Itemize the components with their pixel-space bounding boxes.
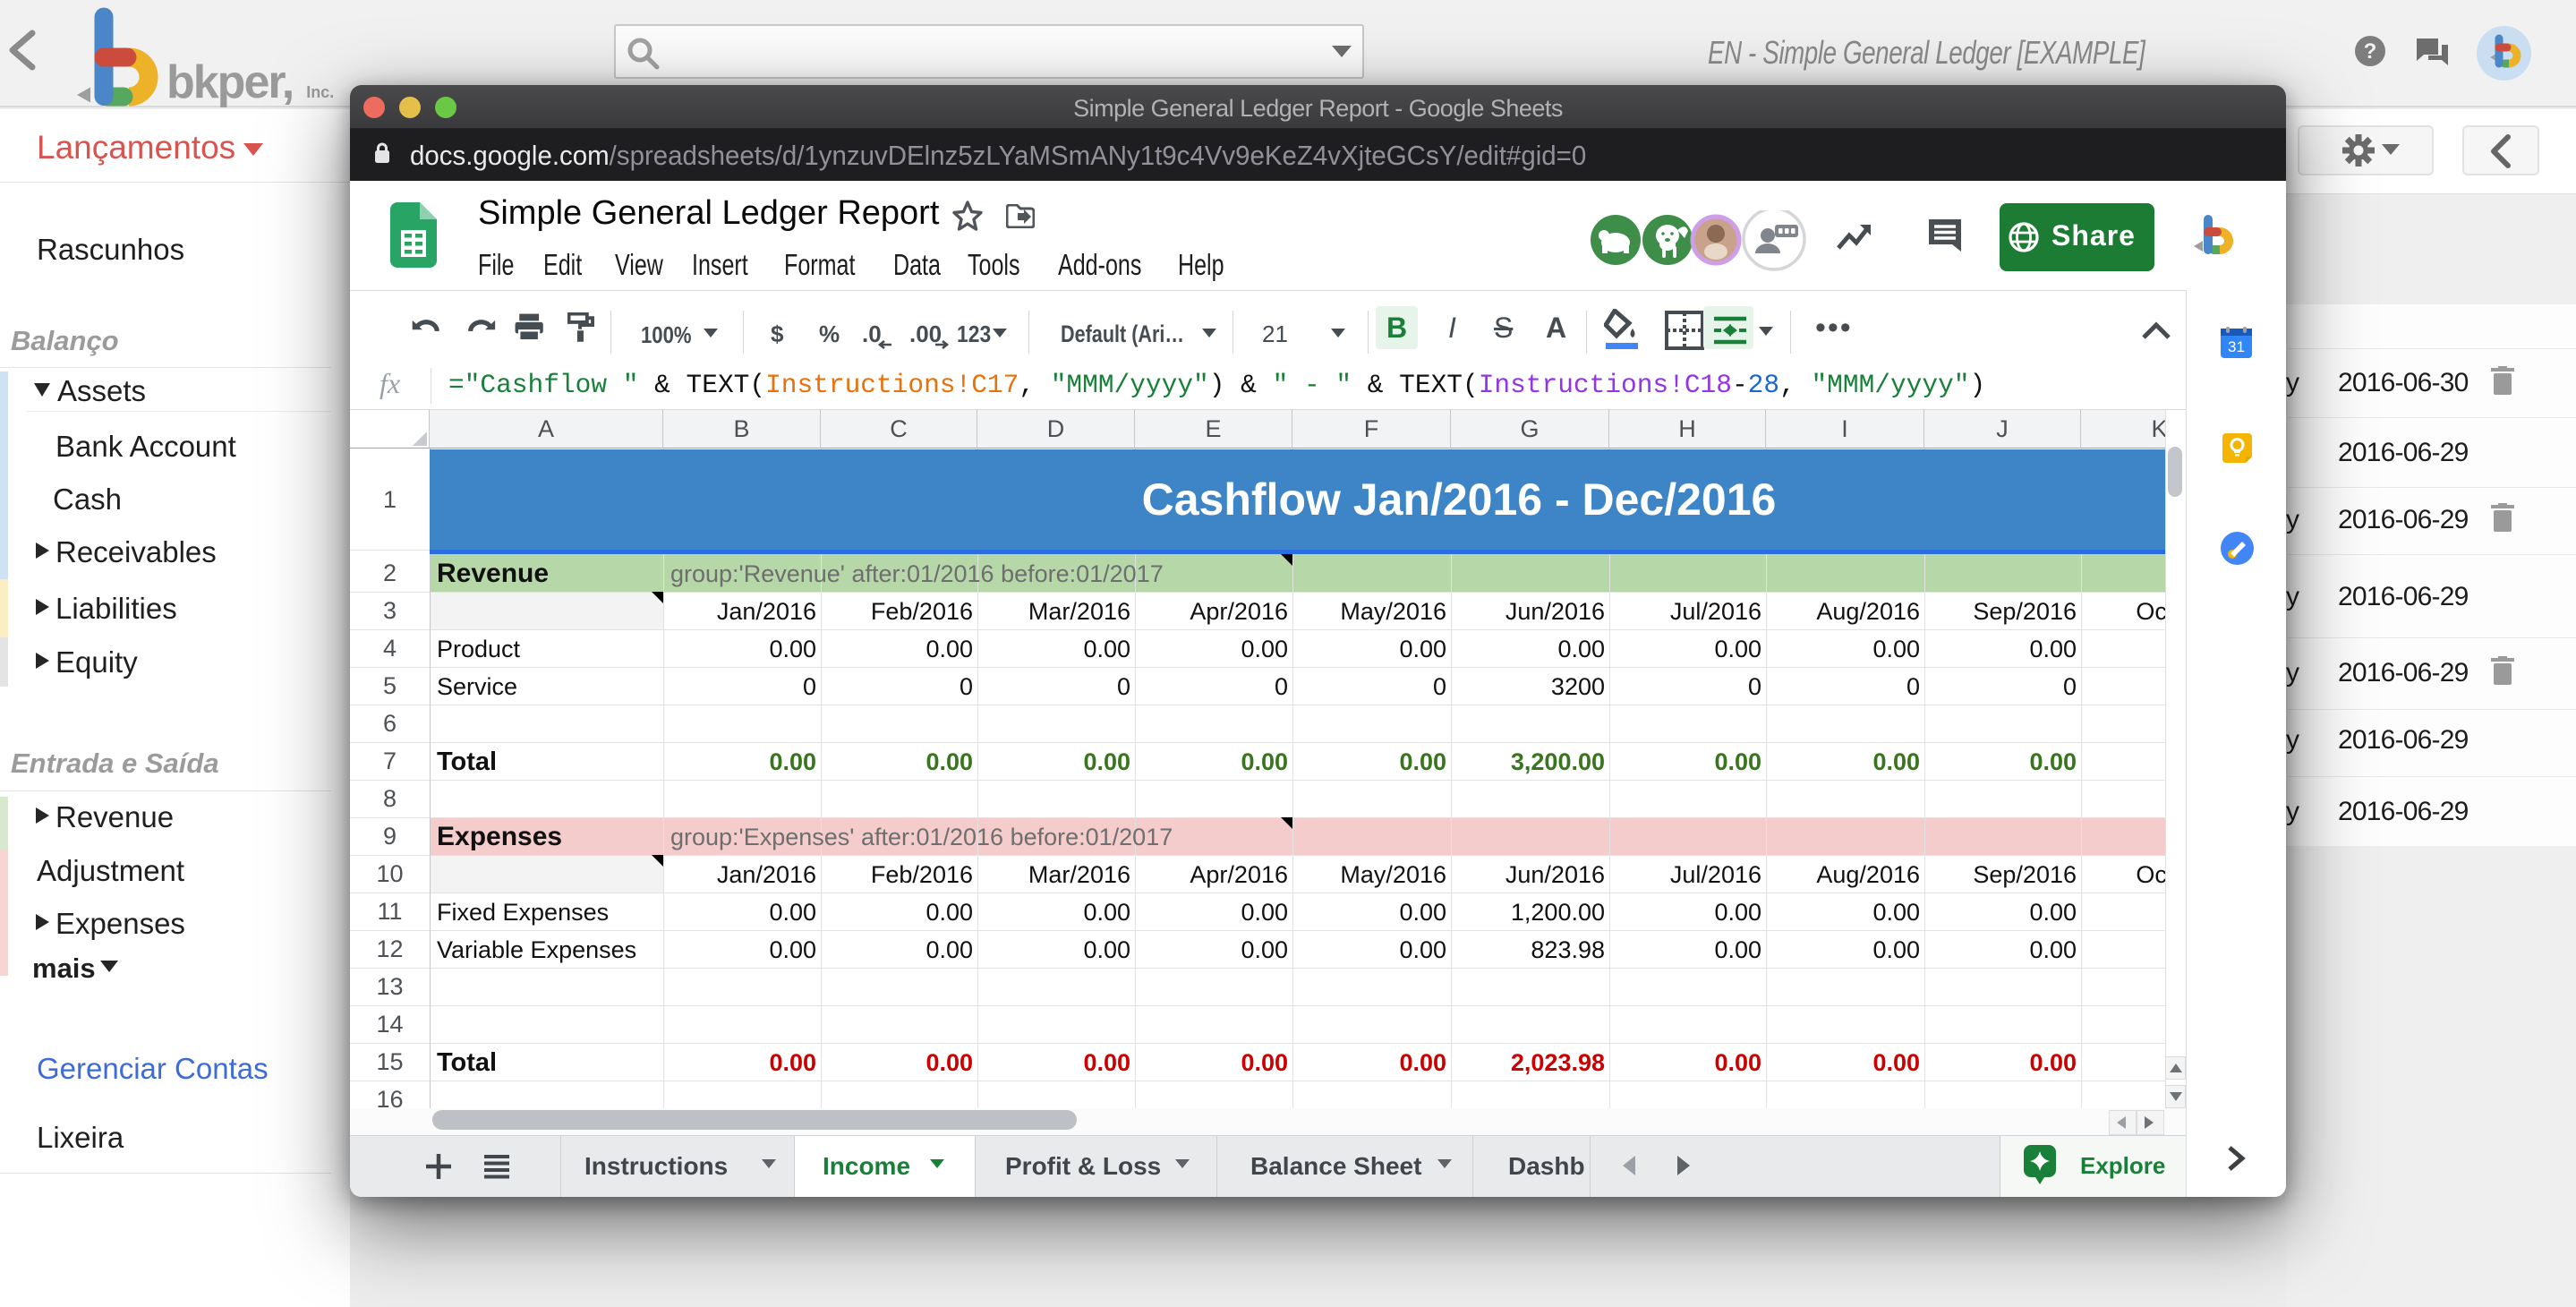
svg-text:?: ? xyxy=(2364,39,2377,64)
svg-text:31: 31 xyxy=(2228,338,2245,355)
